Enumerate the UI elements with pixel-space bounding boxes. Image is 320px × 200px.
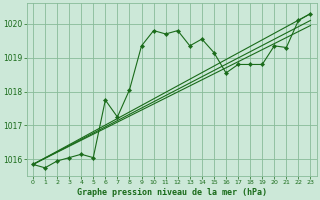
X-axis label: Graphe pression niveau de la mer (hPa): Graphe pression niveau de la mer (hPa) bbox=[77, 188, 267, 197]
